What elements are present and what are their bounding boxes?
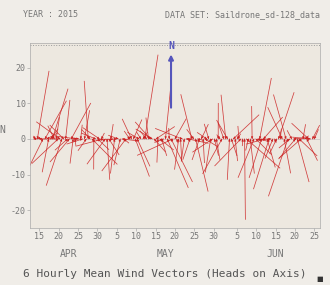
Text: ■: ■ <box>317 276 323 282</box>
Text: APR: APR <box>60 249 77 259</box>
Text: JUN: JUN <box>267 249 284 259</box>
Y-axis label: N: N <box>0 125 5 135</box>
Text: DATA SET: Saildrone_sd-128_data: DATA SET: Saildrone_sd-128_data <box>165 10 320 19</box>
Text: MAY: MAY <box>156 249 174 259</box>
Text: YEAR : 2015: YEAR : 2015 <box>23 10 78 19</box>
Text: 6 Hourly Mean Wind Vectors (Heads on Axis): 6 Hourly Mean Wind Vectors (Heads on Axi… <box>23 269 307 279</box>
Text: N: N <box>168 40 174 50</box>
